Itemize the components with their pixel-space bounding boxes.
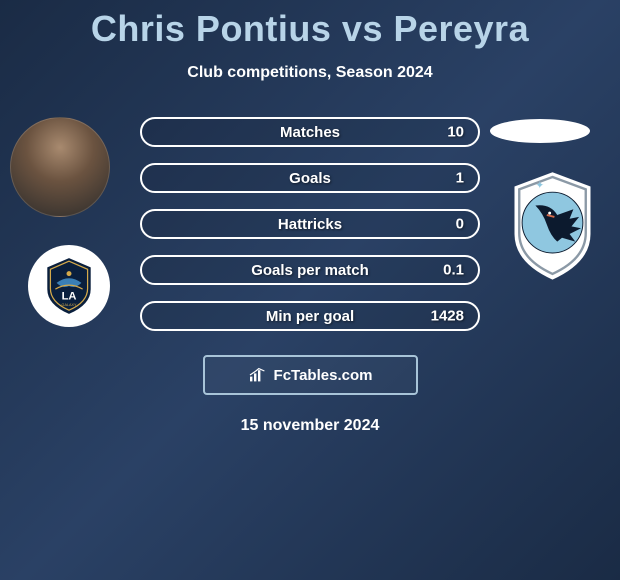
stat-value: 1428 [431, 308, 464, 325]
brand-text: FcTables.com [274, 367, 373, 384]
stat-value: 1 [456, 170, 464, 187]
svg-text:LA: LA [62, 291, 77, 303]
stat-label: Matches [280, 124, 340, 141]
player-left-avatar [10, 117, 110, 217]
stat-value: 0 [456, 216, 464, 233]
stat-label: Goals per match [251, 262, 369, 279]
stat-label: Hattricks [278, 216, 342, 233]
page-title: Chris Pontius vs Pereyra [0, 0, 620, 50]
stat-row: Matches 10 [140, 117, 480, 147]
stat-value: 10 [447, 124, 464, 141]
player-right-avatar [490, 119, 590, 143]
subtitle: Club competitions, Season 2024 [0, 64, 620, 82]
stat-row: Goals per match 0.1 [140, 255, 480, 285]
stat-label: Min per goal [266, 308, 354, 325]
team-left-logo: LA GALAXY [28, 245, 110, 327]
svg-text:GALAXY: GALAXY [62, 303, 77, 307]
stats-list: Matches 10 Goals 1 Hattricks 0 Goals per… [140, 117, 480, 331]
stat-value: 0.1 [443, 262, 464, 279]
brand-badge: FcTables.com [203, 355, 418, 395]
mnufc-icon: ✦ [505, 167, 600, 282]
date-text: 15 november 2024 [0, 417, 620, 435]
comparison-content: LA GALAXY ✦ Matches 10 Goals 1 Hattricks [0, 117, 620, 435]
la-galaxy-icon: LA GALAXY [38, 255, 100, 317]
svg-text:✦: ✦ [535, 180, 544, 191]
team-right-logo: ✦ [505, 167, 600, 282]
stat-row: Hattricks 0 [140, 209, 480, 239]
stat-row: Goals 1 [140, 163, 480, 193]
stat-row: Min per goal 1428 [140, 301, 480, 331]
stat-label: Goals [289, 170, 331, 187]
chart-icon [248, 367, 268, 383]
